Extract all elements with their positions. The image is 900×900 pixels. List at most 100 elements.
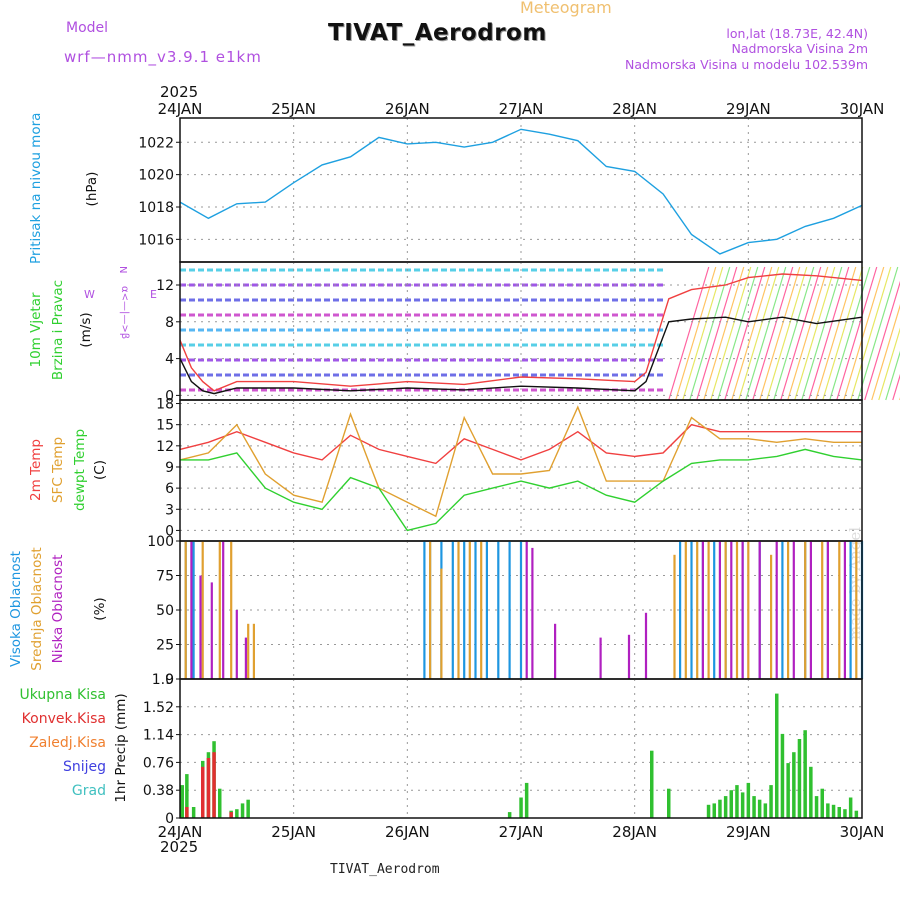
bar xyxy=(244,637,247,679)
panel-4: 0 0.38 0.76 1.14 1.52 1.9 xyxy=(143,672,863,827)
panel-ylabel: Visoka Oblacnost xyxy=(8,551,24,667)
model-label: Model xyxy=(66,20,109,36)
wind-barb xyxy=(794,266,836,401)
wind-barb xyxy=(752,266,794,401)
location-height: Nadmorska Visina 2m xyxy=(731,41,869,56)
wind-barb xyxy=(703,266,745,401)
wind-barb xyxy=(668,266,710,401)
bar xyxy=(247,623,250,679)
y-tick-label: 1.14 xyxy=(143,728,174,744)
bar xyxy=(809,541,812,679)
bar xyxy=(201,766,205,818)
footer-station: TIVAT_Aerodrom xyxy=(330,862,440,877)
bar xyxy=(497,541,500,679)
wind-barb xyxy=(717,266,759,401)
bar xyxy=(210,582,213,679)
bar xyxy=(235,809,239,818)
x-tick-label-top: 25JAN xyxy=(271,100,316,118)
y-tick-label: 75 xyxy=(156,569,174,585)
panel-ylabel: (m/s) xyxy=(78,312,94,348)
wind-barb xyxy=(808,266,850,401)
bar xyxy=(429,541,432,679)
y-tick-label: 6 xyxy=(165,481,174,497)
x-tick-label-bottom: 25JAN xyxy=(271,823,316,841)
bar xyxy=(240,803,245,818)
panel-3: 0 25 50 75 100 xyxy=(147,534,864,688)
panel-ylabel: SFC Temp xyxy=(50,436,66,503)
bar xyxy=(804,541,807,679)
bar xyxy=(235,610,238,679)
year-top: 2025 xyxy=(160,83,199,101)
panel-ylabel: 10m Vjetar xyxy=(28,292,44,368)
wind-barb xyxy=(815,266,857,401)
y-tick-label: 1022 xyxy=(138,135,174,151)
bar xyxy=(855,541,858,679)
x-tick-label-top: 24JAN xyxy=(158,100,203,118)
bar xyxy=(229,812,233,818)
bar xyxy=(218,541,221,679)
panel-ylabel: Pritisak na nivou mora xyxy=(28,112,44,264)
wind-barb xyxy=(689,266,731,401)
y-tick-label: 1016 xyxy=(138,232,174,248)
panel-ylabel: Niska Oblacnost xyxy=(50,554,66,664)
wind-barb xyxy=(836,266,878,401)
bar xyxy=(457,541,460,679)
wind-barb xyxy=(829,266,871,401)
bar xyxy=(690,541,693,679)
bar xyxy=(740,792,745,818)
bar xyxy=(474,541,477,679)
panel-ylabel: (hPa) xyxy=(84,171,100,207)
y-tick-label: 18 xyxy=(156,397,174,413)
bar xyxy=(212,752,216,818)
bar xyxy=(792,541,795,679)
bar xyxy=(667,788,671,818)
bar xyxy=(831,804,836,818)
precip-ylabel: 1hr Precip (mm) xyxy=(113,693,129,802)
y-tick-label: 1020 xyxy=(138,168,174,184)
panel-ylabel: (C) xyxy=(92,459,108,480)
wind-barb xyxy=(787,266,829,401)
wind-barb xyxy=(731,266,773,401)
bar xyxy=(821,541,824,679)
x-tick-label-top: 27JAN xyxy=(499,100,544,118)
bar xyxy=(843,809,847,818)
bar xyxy=(201,541,204,679)
bar xyxy=(769,785,773,818)
x-tick-label-top: 29JAN xyxy=(726,100,771,118)
wind-barb xyxy=(857,266,899,401)
y-tick-label: 12 xyxy=(156,439,174,455)
bar xyxy=(451,541,454,679)
y-tick-label: 9 xyxy=(165,460,174,476)
y-tick-label: 0 xyxy=(165,523,174,539)
panel-1: 0 4 8 12 xyxy=(156,261,900,404)
bar xyxy=(463,541,466,679)
bar xyxy=(848,797,853,818)
y-tick-label: 8 xyxy=(165,315,174,331)
bar xyxy=(246,799,250,818)
bar xyxy=(673,554,676,679)
bar xyxy=(185,807,189,818)
bar xyxy=(507,812,512,818)
bar xyxy=(735,785,739,818)
bar xyxy=(775,693,779,818)
bar xyxy=(757,799,762,818)
bar xyxy=(837,807,841,818)
bar xyxy=(554,623,557,679)
bar xyxy=(781,541,784,679)
wind-barb xyxy=(871,304,900,401)
panel-2: 0 3 6 9 12 15 18 xyxy=(156,397,863,542)
bar xyxy=(701,541,704,679)
bar xyxy=(803,730,807,818)
x-tick-label-bottom: 28JAN xyxy=(612,823,657,841)
panel-frame xyxy=(179,678,863,819)
wind-barb xyxy=(843,266,885,401)
bar xyxy=(729,790,733,818)
bar xyxy=(826,803,830,818)
y-tick-label: 0 xyxy=(165,672,174,688)
series-line xyxy=(179,128,863,255)
bar xyxy=(480,541,483,679)
y-tick-label: 25 xyxy=(156,638,174,654)
wind-barb xyxy=(675,266,717,401)
y-tick-label: 100 xyxy=(147,534,174,550)
